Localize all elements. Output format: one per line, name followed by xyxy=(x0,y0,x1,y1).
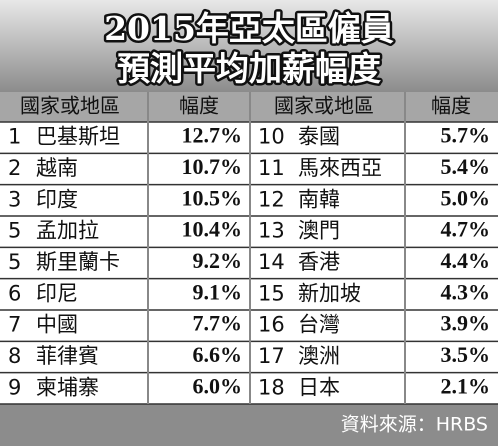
raise-rate: 2.1% xyxy=(441,373,491,398)
title-line: 2015年亞太區僱員 xyxy=(104,9,394,48)
title-line: 預測平均加薪幅度 xyxy=(117,49,381,88)
raise-rate: 7.7% xyxy=(193,311,243,336)
column-header: 國家或地區 xyxy=(20,94,120,118)
raise-rate: 6.6% xyxy=(193,342,243,367)
country: 菲律賓 xyxy=(36,344,99,368)
column-header: 國家或地區 xyxy=(274,94,374,118)
rank: 2 xyxy=(8,156,21,180)
rank: 8 xyxy=(8,344,21,368)
title-band xyxy=(0,0,498,92)
raise-rate: 9.2% xyxy=(193,248,243,273)
raise-rate: 4.7% xyxy=(441,217,491,242)
country: 新加坡 xyxy=(298,281,361,305)
footer-band xyxy=(0,404,498,446)
rank: 10 xyxy=(258,125,285,149)
rank: 12 xyxy=(258,187,285,211)
country: 泰國 xyxy=(298,125,340,149)
rank: 14 xyxy=(258,250,285,274)
country: 印度 xyxy=(36,187,78,211)
country: 澳洲 xyxy=(298,344,340,368)
table-body: 國家或地區 幅度 國家或地區 幅度 1 巴基斯坦 12.7% 2 越南 10.7% 3 印度 10.5%… xyxy=(0,92,498,405)
country: 越南 xyxy=(36,156,78,180)
rank: 18 xyxy=(258,375,285,399)
rank: 1 xyxy=(8,125,21,149)
country: 斯里蘭卡 xyxy=(36,250,120,274)
raise-rate: 10.5% xyxy=(182,185,243,210)
country: 巴基斯坦 xyxy=(36,125,120,149)
raise-rate: 5.0% xyxy=(441,185,491,210)
rank: 16 xyxy=(258,313,285,337)
rank: 5 xyxy=(8,219,21,243)
rank: 11 xyxy=(258,156,285,180)
country: 孟加拉 xyxy=(36,219,99,243)
raise-rate: 4.4% xyxy=(441,248,491,273)
raise-rate: 3.5% xyxy=(441,342,491,367)
rank: 6 xyxy=(8,281,21,305)
rank: 15 xyxy=(258,281,285,305)
country: 柬埔寨 xyxy=(36,375,99,399)
source-note: 資料來源：HRBS xyxy=(341,414,488,436)
raise-rate: 10.7% xyxy=(182,154,243,179)
raise-rate: 12.7% xyxy=(182,123,243,148)
raise-rate: 9.1% xyxy=(193,279,243,304)
country: 中國 xyxy=(36,313,78,337)
rank: 13 xyxy=(258,219,285,243)
rank: 17 xyxy=(258,344,285,368)
country: 日本 xyxy=(298,375,340,399)
rank: 9 xyxy=(8,375,21,399)
raise-rate: 4.3% xyxy=(441,279,491,304)
raise-rate: 6.0% xyxy=(193,373,243,398)
country: 澳門 xyxy=(298,219,340,243)
column-header: 幅度 xyxy=(179,94,219,118)
raise-rate: 10.4% xyxy=(182,217,243,242)
country: 馬來西亞 xyxy=(298,156,382,180)
country: 香港 xyxy=(298,250,340,274)
raise-rate: 5.4% xyxy=(441,154,491,179)
country: 台灣 xyxy=(298,313,340,337)
raise-rate: 3.9% xyxy=(441,311,491,336)
rank: 5 xyxy=(8,250,21,274)
country: 南韓 xyxy=(298,187,340,211)
column-header: 幅度 xyxy=(431,94,471,118)
country: 印尼 xyxy=(36,281,78,305)
rank: 3 xyxy=(8,187,21,211)
rank: 7 xyxy=(8,313,21,337)
raise-rate: 5.7% xyxy=(441,123,491,148)
